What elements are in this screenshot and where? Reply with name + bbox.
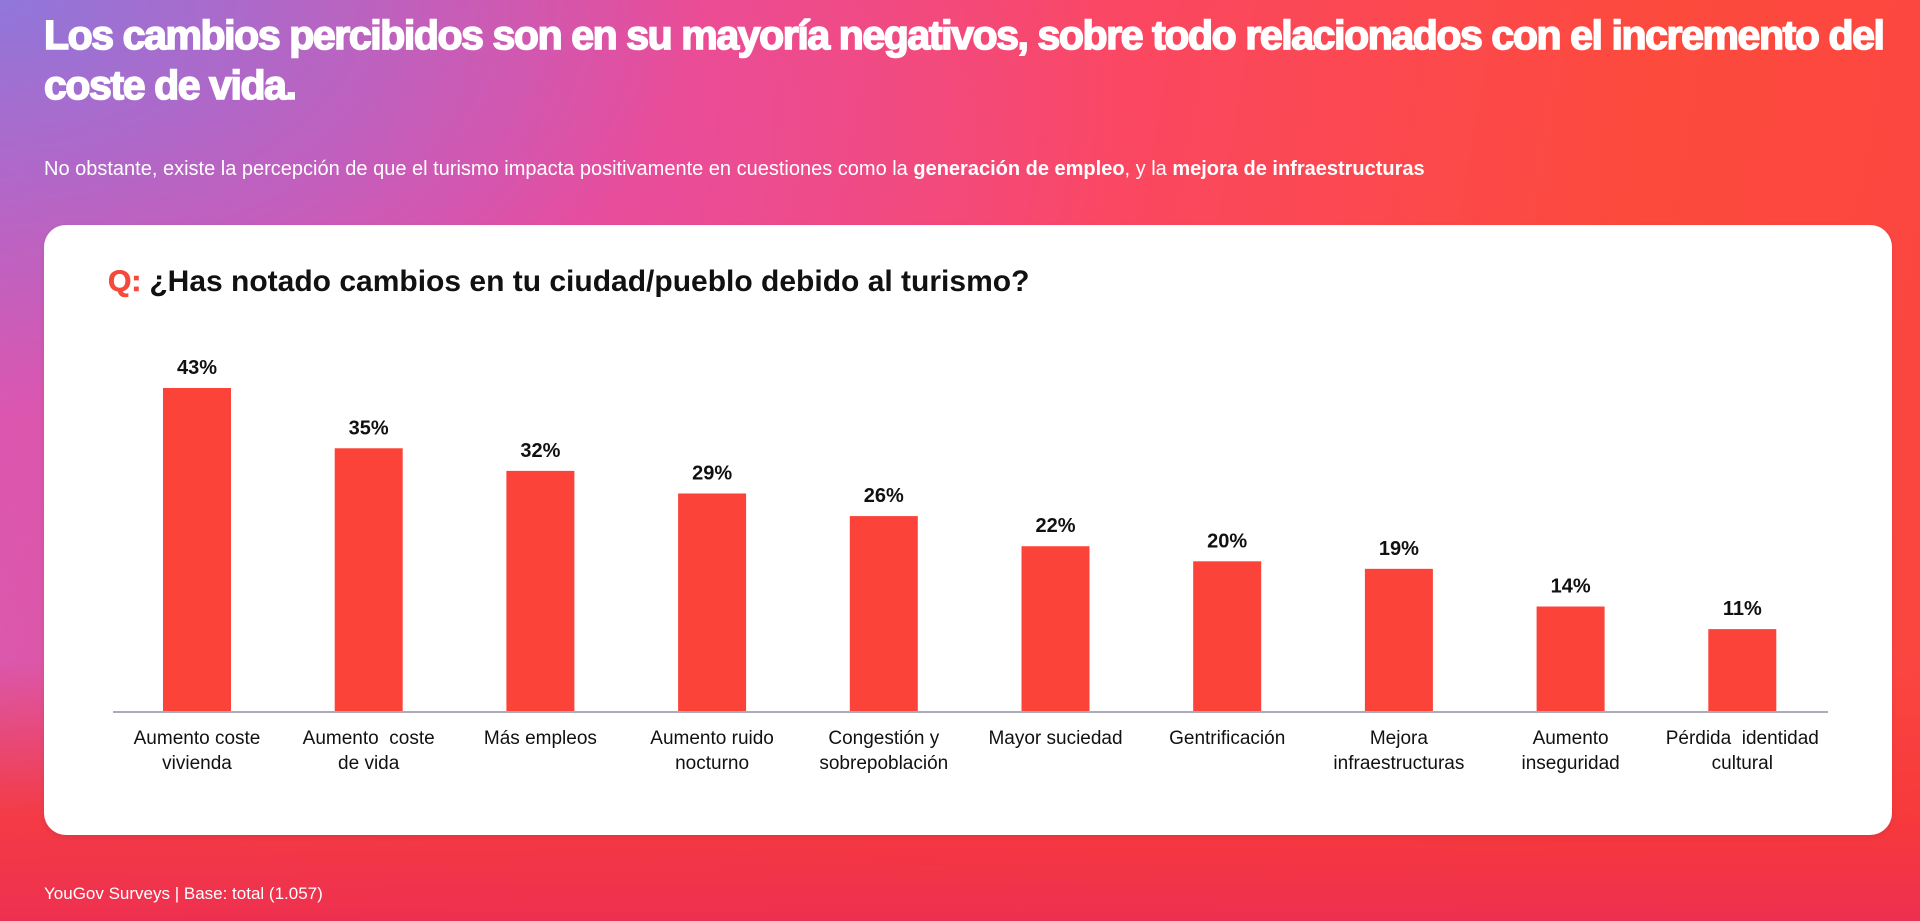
page-subtitle: No obstante, existe la percepción de que… — [44, 156, 1425, 182]
category-label-line: Mayor suciedad — [988, 728, 1122, 749]
category-label-line: nocturno — [675, 753, 749, 774]
category-label-line: Gentrificación — [1169, 728, 1285, 749]
subtitle-highlight: generación de empleo — [913, 158, 1125, 180]
bar — [506, 470, 575, 712]
category-label-line: Aumento ruido — [650, 728, 774, 749]
bar — [163, 388, 231, 712]
bar — [849, 516, 918, 712]
bar-value-label: 19% — [1379, 538, 1419, 560]
bar-value-label: 22% — [1035, 515, 1075, 537]
category-label-line: vivienda — [162, 753, 232, 774]
page-title: Los cambios percibidos son en su mayoría… — [43, 11, 1886, 109]
subtitle-highlight: mejora de infraestructuras — [1172, 158, 1425, 180]
category-label: Más empleos — [484, 728, 597, 749]
question-prefix: Q: — [108, 265, 142, 299]
category-label-line: Pérdida identidad — [1666, 728, 1819, 749]
source-footnote: YouGov Surveys | Base: total (1.057) — [44, 884, 323, 903]
bar — [1193, 561, 1262, 712]
bar-value-label: 26% — [864, 485, 904, 507]
bar-value-label: 11% — [1723, 598, 1762, 620]
bar-value-label: 29% — [692, 462, 732, 484]
value-labels-group: 43% 35% 32% 29% 26% 22% 20% 19% 14% 11% — [177, 357, 1762, 620]
question-text: ¿Has notado cambios en tu ciudad/pueblo … — [149, 265, 1030, 298]
category-label-line: Aumento coste — [303, 728, 435, 749]
bar — [678, 493, 747, 712]
bar — [1364, 568, 1433, 712]
bar-value-label: 32% — [520, 440, 560, 462]
bars-group — [163, 388, 1777, 712]
bar-value-label: 14% — [1551, 576, 1591, 598]
bar-value-label: 35% — [349, 417, 389, 439]
category-label: Pérdida identidad cultural — [1666, 728, 1819, 774]
bar — [1021, 546, 1090, 712]
bar — [1536, 606, 1605, 712]
chart-question: Q: ¿Has notado cambios en tu ciudad/puebl… — [108, 264, 1030, 300]
category-labels-group: Aumento coste vivienda Aumento coste de vid… — [134, 728, 1819, 774]
category-label: Mejora infraestructuras — [1333, 728, 1464, 774]
category-label: Aumento coste de vida — [303, 728, 435, 774]
category-label-line: sobrepoblación — [819, 753, 948, 774]
category-label-line: de vida — [338, 753, 400, 774]
category-label: Mayor suciedad — [988, 728, 1122, 749]
bar-value-label: 43% — [177, 357, 217, 379]
category-label-line: cultural — [1712, 753, 1773, 774]
category-label-line: Aumento — [1533, 728, 1609, 749]
category-label: Gentrificación — [1169, 728, 1285, 749]
category-label-line: Más empleos — [484, 728, 597, 749]
category-label-line: Aumento coste — [134, 728, 261, 749]
bar-value-label: 20% — [1207, 530, 1247, 552]
category-label-line: Mejora — [1370, 728, 1429, 749]
category-label-line: Congestión y — [828, 728, 939, 749]
bar — [334, 448, 403, 712]
subtitle-text: No obstante, existe la percepción de que… — [44, 158, 914, 180]
category-label: Aumento coste vivienda — [134, 728, 261, 774]
category-label: Congestión y sobrepoblación — [819, 728, 948, 774]
subtitle-text: , y la — [1124, 158, 1173, 180]
category-label: Aumento inseguridad — [1521, 728, 1619, 774]
category-label: Aumento ruido nocturno — [650, 728, 774, 774]
bar — [1708, 629, 1777, 712]
category-label-line: infraestructuras — [1333, 753, 1464, 774]
category-label-line: inseguridad — [1521, 753, 1619, 774]
